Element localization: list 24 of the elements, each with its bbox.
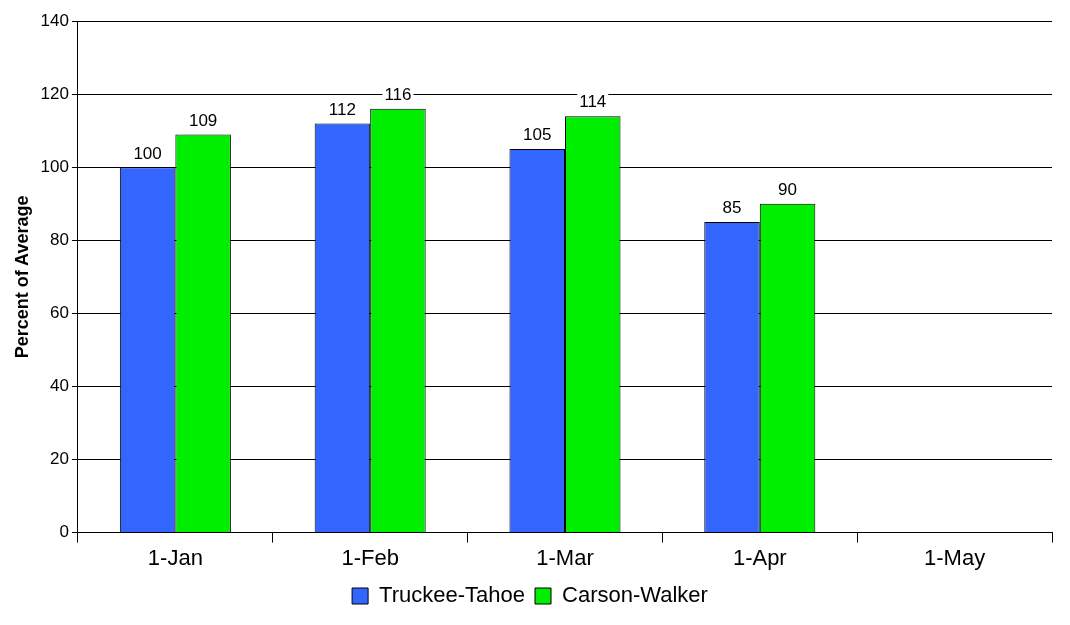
data-label: 100 (133, 143, 162, 163)
y-tick-label: 80 (50, 230, 69, 250)
y-tick-label: 20 (50, 449, 69, 469)
data-label: 109 (188, 110, 218, 130)
data-label: 90 (778, 180, 798, 200)
y-tick-label: 140 (40, 10, 69, 30)
x-tick-label: 1-May (924, 544, 986, 570)
y-tick-label: 60 (50, 303, 69, 323)
y-tick-label: 100 (40, 157, 69, 176)
x-tick-label: 1-Jan (147, 544, 203, 570)
y-axis-title: Percent of Average (11, 195, 32, 359)
legend-label: Carson-Walker (562, 582, 708, 608)
data-label: 85 (722, 198, 742, 218)
x-tick-label: 1-Feb (341, 544, 399, 570)
data-label: 112 (328, 99, 356, 119)
x-tick-label: 1-Apr (732, 544, 787, 570)
legend-label: Truckee-Tahoe (379, 582, 526, 608)
y-tick-label: 120 (40, 83, 69, 103)
y-tick-label: 0 (59, 522, 69, 542)
data-label: 116 (384, 85, 412, 105)
data-label: 105 (523, 125, 552, 145)
data-label: 114 (579, 92, 607, 112)
x-tick-label: 1-Mar (536, 544, 594, 570)
y-tick-label: 40 (50, 376, 69, 396)
